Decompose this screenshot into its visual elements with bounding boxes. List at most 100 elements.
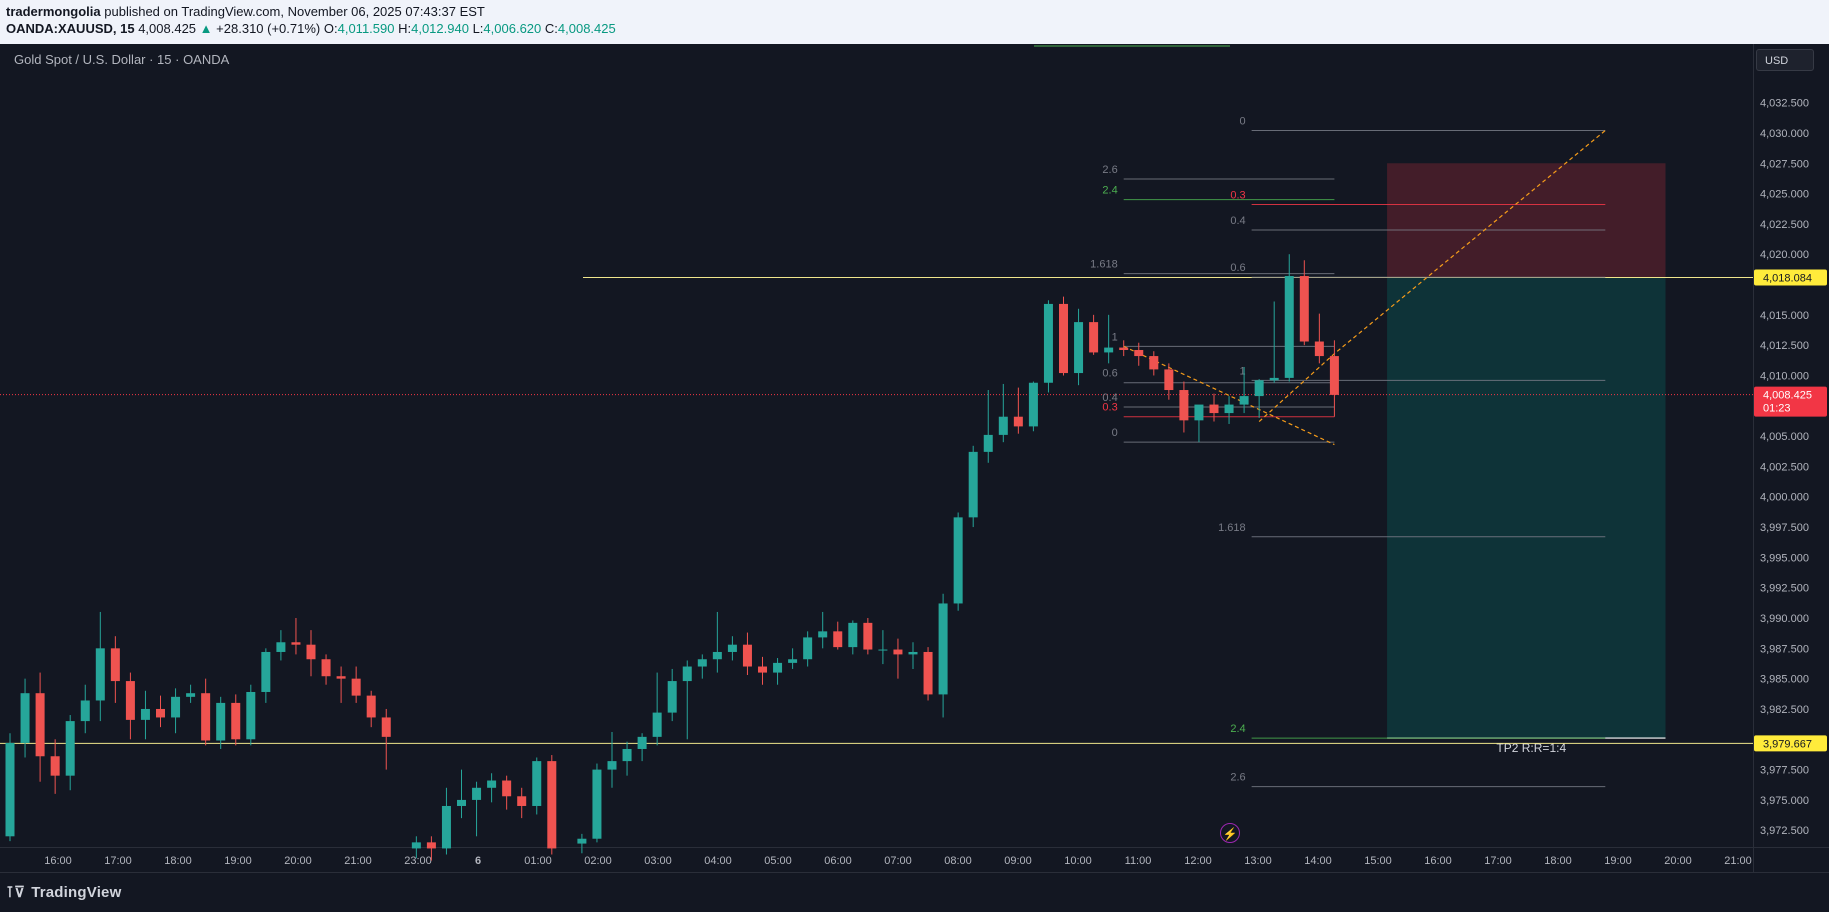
x-tick-label: 04:00 bbox=[704, 855, 732, 867]
y-tick-label: 4,022.500 bbox=[1760, 219, 1809, 231]
y-tick-label: 4,020.000 bbox=[1760, 249, 1809, 261]
fib-right-level-label: 2.6 bbox=[1230, 772, 1245, 784]
candle-body bbox=[35, 693, 45, 757]
x-tick-label: 11:00 bbox=[1125, 855, 1152, 867]
y-tick-label: 3,987.500 bbox=[1760, 643, 1809, 655]
y-tick-label: 3,985.000 bbox=[1760, 674, 1809, 686]
y-tick-label: 4,012.500 bbox=[1760, 340, 1809, 352]
y-tick-label: 4,032.500 bbox=[1760, 98, 1809, 110]
y-tick-label: 3,995.000 bbox=[1760, 552, 1809, 564]
reward-zone bbox=[1387, 277, 1666, 739]
chart-area[interactable]: 3,972.500 3,975.000 3,977.500 3,982.500 3,98… bbox=[0, 44, 1829, 872]
candle-body bbox=[336, 676, 346, 679]
candle-body bbox=[261, 651, 271, 692]
candle-body bbox=[622, 748, 632, 762]
candle-body bbox=[833, 631, 843, 648]
fib-left-level-label: 2.6 bbox=[1102, 164, 1117, 176]
candle-body bbox=[1059, 303, 1068, 374]
candle-body bbox=[1299, 276, 1309, 342]
ohlc-line: OANDA:XAUUSD, 15 4,008.425 ▲ +28.310 (+0… bbox=[6, 21, 616, 36]
candle-body bbox=[65, 721, 75, 776]
candle-body bbox=[291, 642, 301, 645]
candle-body bbox=[742, 644, 752, 667]
candle-body bbox=[1314, 341, 1324, 357]
candle-body bbox=[1104, 347, 1114, 353]
candle-body bbox=[532, 761, 542, 806]
x-tick-label: 15:00 bbox=[1364, 855, 1392, 867]
candle-body bbox=[998, 416, 1008, 435]
candle-body bbox=[893, 649, 903, 655]
y-tick-label: 3,977.500 bbox=[1760, 765, 1809, 777]
candle-body bbox=[351, 678, 361, 696]
candle-body bbox=[697, 659, 707, 667]
candle-body bbox=[1164, 369, 1174, 391]
candle-body bbox=[110, 648, 120, 682]
current-price-tag bbox=[1754, 386, 1827, 417]
x-tick-label: 14:00 bbox=[1304, 855, 1332, 867]
candle-body bbox=[5, 742, 15, 837]
fib-right-level-label: 2.4 bbox=[1230, 723, 1245, 735]
candle-body bbox=[1134, 350, 1144, 357]
candle-body bbox=[50, 756, 60, 776]
y-tick-label: 3,972.500 bbox=[1760, 825, 1809, 837]
price-chart[interactable]: 3,972.500 3,975.000 3,977.500 3,982.500 3,98… bbox=[0, 44, 1829, 872]
y-tick-label: 3,990.000 bbox=[1760, 613, 1809, 625]
x-tick-label: 18:00 bbox=[1544, 855, 1572, 867]
x-tick-label: 17:00 bbox=[104, 855, 132, 867]
x-tick-label: 16:00 bbox=[44, 855, 72, 867]
candle-body bbox=[727, 644, 737, 652]
candle-body bbox=[381, 717, 391, 737]
x-tick-label: 20:00 bbox=[1664, 855, 1692, 867]
open-value: 4,011.590 bbox=[337, 21, 395, 36]
candle-body bbox=[366, 695, 376, 718]
publish-line: tradermongolia published on TradingView.… bbox=[6, 4, 485, 19]
x-tick-label: 20:00 bbox=[284, 855, 312, 867]
candle-body bbox=[1209, 404, 1219, 414]
fib-right-level-label: 1.618 bbox=[1218, 522, 1246, 534]
level-price-label: 4,018.084 bbox=[1763, 272, 1812, 284]
fib-right-level-label: 1 bbox=[1240, 365, 1246, 377]
x-tick-label: 10:00 bbox=[1064, 855, 1092, 867]
x-tick-label: 13:00 bbox=[1244, 855, 1272, 867]
candle-body bbox=[216, 702, 226, 741]
candle-body bbox=[457, 799, 466, 806]
candle-body bbox=[1179, 390, 1189, 421]
change-arrow-icon: ▲ bbox=[199, 21, 213, 36]
tradingview-logo-text: TradingView bbox=[31, 884, 122, 901]
flash-icon[interactable]: ⚡ bbox=[1220, 823, 1240, 843]
change-value: +28.310 (+0.71%) bbox=[216, 21, 321, 36]
fib-left-level-label: 2.4 bbox=[1102, 185, 1117, 197]
candle-body bbox=[1194, 404, 1204, 421]
x-tick-label: 03:00 bbox=[644, 855, 672, 867]
current-price-label: 4,008.425 bbox=[1763, 390, 1812, 402]
x-tick-label: 05:00 bbox=[764, 855, 792, 867]
x-tick-label: 19:00 bbox=[224, 855, 252, 867]
y-tick-label: 4,030.000 bbox=[1760, 128, 1809, 140]
y-tick-label: 3,997.500 bbox=[1760, 522, 1809, 534]
candle-body bbox=[577, 838, 587, 844]
candle-body bbox=[80, 700, 90, 722]
candle-body bbox=[818, 631, 828, 638]
y-tick-label: 4,027.500 bbox=[1760, 158, 1809, 170]
candle-body bbox=[803, 637, 813, 660]
candle-body bbox=[472, 787, 482, 800]
fib-right-level-label: 0.3 bbox=[1230, 189, 1245, 201]
candle-body bbox=[863, 622, 873, 650]
candle-body bbox=[231, 702, 241, 740]
candle-body bbox=[938, 603, 948, 695]
candle-body bbox=[652, 712, 662, 737]
publisher-name[interactable]: tradermongolia bbox=[6, 4, 101, 19]
chart-title: Gold Spot / U.S. Dollar · 15 · OANDA bbox=[14, 52, 230, 67]
y-tick-label: 4,025.000 bbox=[1760, 189, 1809, 201]
fib-left-level-label: 0.6 bbox=[1102, 368, 1117, 380]
candle-body bbox=[502, 780, 512, 797]
open-label: O: bbox=[323, 21, 338, 36]
candle-body bbox=[1089, 322, 1099, 353]
candle-body bbox=[788, 659, 798, 663]
last-price: 4,008.425 bbox=[138, 21, 197, 36]
tradingview-logo[interactable]: ⊺⊽ TradingView bbox=[6, 883, 121, 901]
currency-button[interactable]: USD bbox=[1756, 49, 1814, 71]
fib-left-level-label: 0.3 bbox=[1102, 402, 1117, 414]
candle-body bbox=[848, 622, 858, 648]
price-axis bbox=[1753, 44, 1829, 872]
